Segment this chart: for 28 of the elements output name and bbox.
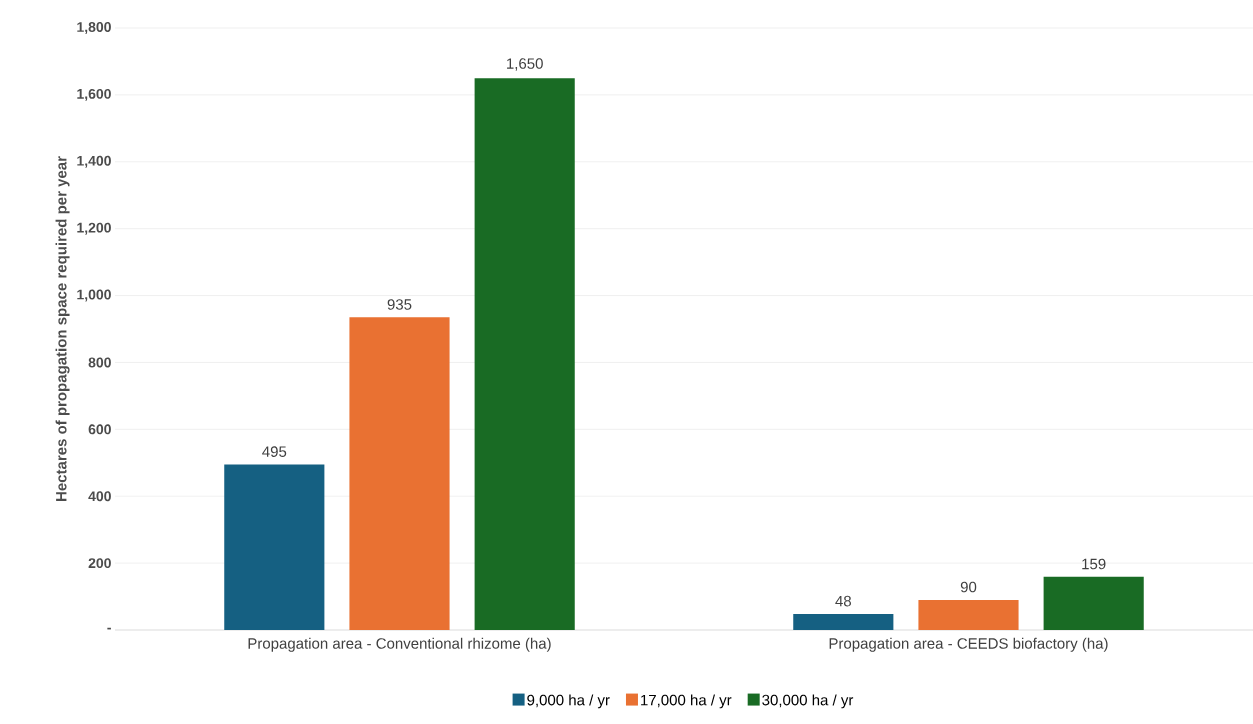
bar bbox=[793, 613, 894, 630]
y-tick-label: 800 bbox=[88, 357, 111, 368]
legend-label: 17,000 ha / yr bbox=[641, 694, 732, 709]
data-label: 935 bbox=[387, 299, 412, 310]
y-axis-title: Hectares of propagation space required per year bbox=[55, 156, 70, 501]
legend-label: 9,000 ha / yr bbox=[527, 694, 610, 709]
bar bbox=[474, 78, 575, 630]
bar bbox=[349, 317, 450, 630]
bar bbox=[1043, 576, 1144, 630]
data-label: 1,650 bbox=[507, 58, 543, 71]
y-tick-label: 600 bbox=[88, 424, 111, 435]
legend-label: 30,000 ha / yr bbox=[762, 694, 854, 709]
y-tick-label: 1,800 bbox=[77, 22, 111, 34]
x-tick-label: Propagation area - Conventional rhizome (ha) bbox=[248, 637, 551, 652]
bar bbox=[918, 599, 1019, 630]
data-label: 48 bbox=[835, 595, 851, 607]
y-tick-label: 1,000 bbox=[77, 289, 111, 302]
bar bbox=[224, 464, 325, 630]
y-tick-label: 1,200 bbox=[77, 222, 111, 235]
y-tick-label: 1,400 bbox=[77, 155, 111, 168]
y-tick-label: 400 bbox=[88, 491, 111, 502]
data-label: 495 bbox=[262, 446, 287, 457]
y-tick-label: - bbox=[107, 627, 111, 630]
data-label: 90 bbox=[960, 581, 977, 593]
y-tick-label: 1,600 bbox=[77, 88, 111, 101]
data-label: 159 bbox=[1082, 558, 1106, 570]
y-tick-label: 200 bbox=[88, 558, 111, 569]
x-tick-label: Propagation area - CEEDS biofactory (ha) bbox=[829, 637, 1108, 652]
